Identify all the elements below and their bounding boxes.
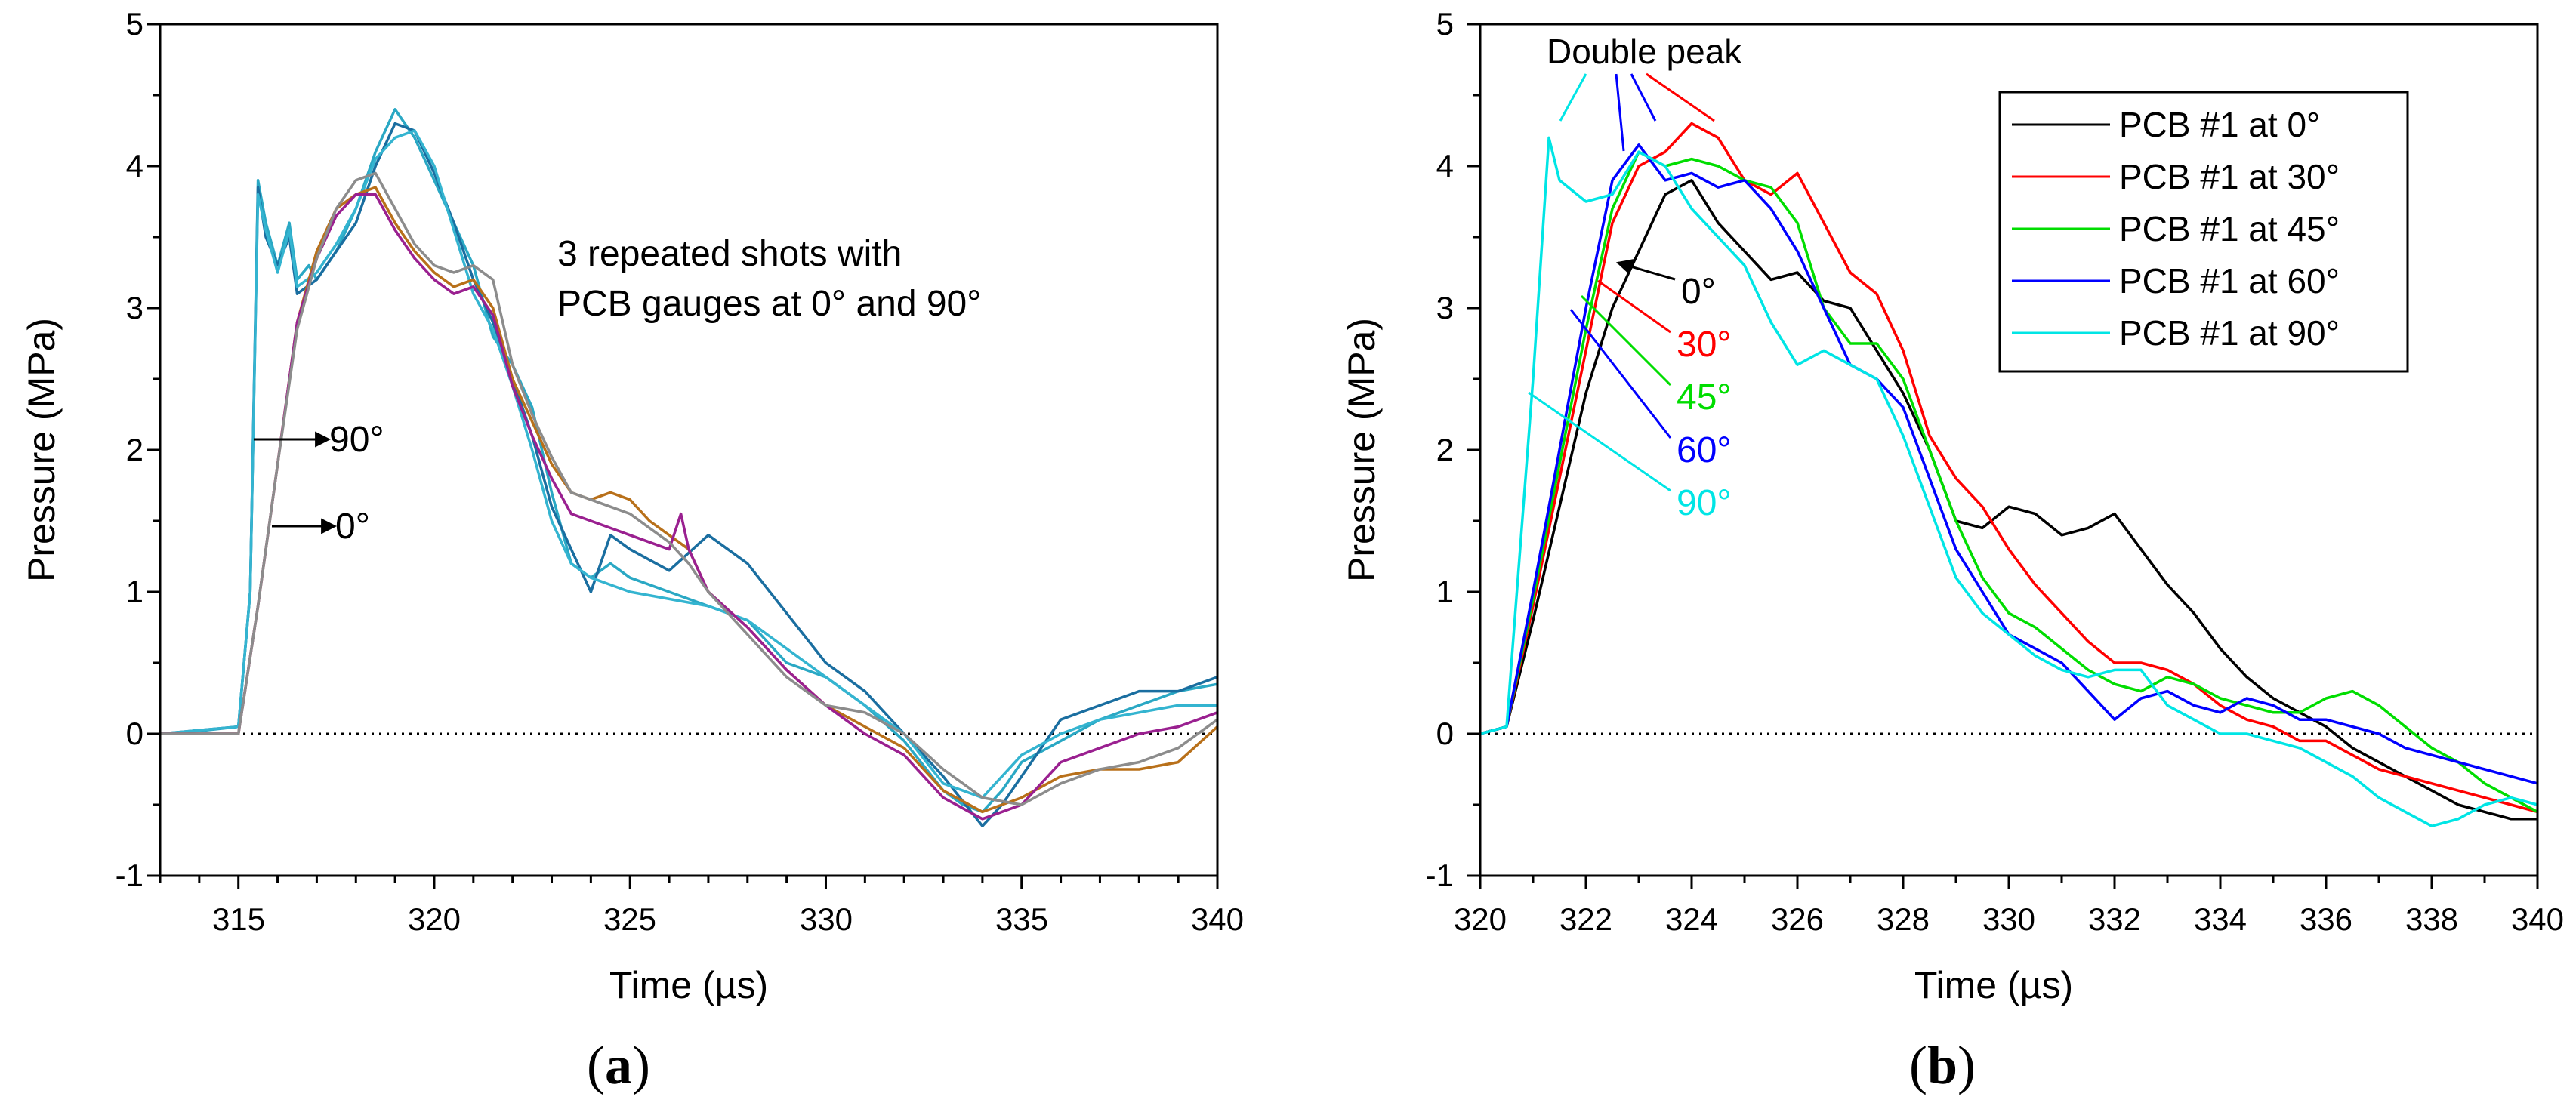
legend-label-1: PCB #1 at 30°	[2119, 157, 2340, 196]
series-line-a-2	[159, 129, 1217, 799]
panel-a-xtick-label: 320	[408, 901, 461, 937]
panel-b-double-peak-label: Double peak	[1547, 32, 1742, 71]
panel-b-series-group	[1479, 122, 2538, 827]
panel-a-ytick-label: 2	[126, 432, 143, 467]
panel-a-ytick-label: 4	[126, 148, 143, 183]
panel-b-double-peak-arrow-4	[1646, 72, 1715, 122]
panel-a-plot-frame	[159, 23, 1219, 877]
panel-b-ytick-label: 3	[1436, 290, 1454, 325]
panel-b-ytick-label: 4	[1436, 148, 1454, 183]
panel-b-pointer-45	[1580, 294, 1672, 387]
panel-b-xtick-label: 324	[1665, 901, 1718, 937]
panel-a-annotation-line-2: PCB gauges at 0° and 90°	[557, 284, 981, 324]
panel-b-xtick-label: 326	[1771, 901, 1824, 937]
panel-a-series-group	[159, 108, 1219, 827]
legend-label-3: PCB #1 at 60°	[2119, 261, 2340, 300]
series-line-b-1	[1479, 122, 2538, 814]
panel-a-ytick-label: 3	[126, 290, 143, 325]
panel-b-pointer-60	[1569, 309, 1672, 439]
panel-b-label-60: 60°	[1677, 430, 1732, 470]
series-line-b-4	[1479, 136, 2538, 827]
panel-b-xtick-label: 330	[1982, 901, 2035, 937]
legend-box	[1998, 91, 2409, 373]
panel-b-xtick-label: 340	[2511, 901, 2564, 937]
panel-b-xtick-label: 328	[1877, 901, 1930, 937]
series-line-a-1	[159, 122, 1218, 827]
panel-b-label-0: 0°	[1681, 272, 1716, 312]
panel-b-tick-marks	[1467, 23, 2539, 889]
series-line-a-4	[160, 193, 1218, 821]
panel-b-xtick-label: 320	[1454, 901, 1507, 937]
panel-a-tick-marks	[147, 23, 1219, 889]
series-line-a-5	[160, 171, 1219, 806]
panel-b-legend: PCB #1 at 0° PCB #1 at 30° PCB #1 at 45°…	[1998, 91, 2409, 373]
legend-label-2: PCB #1 at 45°	[2119, 209, 2340, 248]
panel-b-plot-frame	[1479, 23, 2539, 877]
panel-a-label-0: 0°	[335, 507, 370, 547]
panel-a-xtick-label: 315	[212, 901, 265, 937]
panel-b-pointer-90	[1528, 391, 1671, 492]
panel-b-xtick-label: 336	[2300, 901, 2352, 937]
panel-b-y-axis-title: Pressure (MPa)	[1340, 318, 1383, 582]
legend-label-4: PCB #1 at 90°	[2119, 313, 2340, 353]
panel-a-x-axis-title: Time (µs)	[609, 964, 768, 1006]
panel-a-caption-label: (a)	[587, 1035, 650, 1095]
panel-b-ytick-label: 0	[1436, 716, 1454, 751]
panel-b-label-90: 90°	[1677, 483, 1732, 523]
series-line-a-3	[160, 186, 1219, 814]
panel-b-ytick-label: 1	[1436, 574, 1454, 609]
panel-a-y-axis-title: Pressure (MPa)	[20, 318, 63, 582]
chart-panel-b: 5 4 3 2 1 0 -1 320 322 324 326 328 330 3…	[1340, 6, 2564, 1095]
panel-a-ytick-label: 1	[126, 574, 143, 609]
panel-b-pointer-0	[1615, 259, 1676, 281]
panel-b-ytick-label: -1	[1426, 858, 1454, 893]
chart-panel-a: 5 4 3 2 1 0 -1 315 320 325 330 335 340 T…	[20, 6, 1244, 1095]
panel-b-caption-label: (b)	[1909, 1035, 1976, 1095]
panel-b-ytick-label: 2	[1436, 432, 1454, 467]
panel-b-ytick-label: 5	[1436, 6, 1454, 42]
panel-b-xtick-label: 322	[1559, 901, 1612, 937]
panel-a-xtick-label: 340	[1191, 901, 1244, 937]
panel-a-xtick-label: 325	[603, 901, 656, 937]
panel-b-label-45: 45°	[1677, 377, 1732, 417]
series-line-a-0	[159, 108, 1218, 814]
legend-label-0: PCB #1 at 0°	[2119, 105, 2320, 144]
panel-b-double-peak-arrow-1	[1559, 73, 1587, 122]
panel-b-double-peak-arrow-3	[1630, 73, 1657, 122]
panel-a-xtick-label: 330	[800, 901, 853, 937]
panel-a-label-90: 90°	[329, 420, 384, 460]
panel-a-annotation-line-1: 3 repeated shots with	[557, 234, 902, 274]
panel-b-label-30: 30°	[1677, 325, 1732, 365]
panel-a-ytick-label: 0	[126, 716, 143, 751]
panel-b-double-peak-arrow-2	[1615, 73, 1625, 152]
panel-a-xtick-label: 335	[995, 901, 1048, 937]
series-line-b-0	[1479, 179, 2537, 821]
panel-a-ytick-label: 5	[126, 6, 143, 42]
panel-b-xtick-label: 334	[2194, 901, 2247, 937]
panel-b-x-axis-title: Time (µs)	[1914, 964, 2073, 1006]
panel-a-ytick-label: -1	[116, 858, 143, 893]
panel-b-xtick-label: 332	[2088, 901, 2141, 937]
panel-b-pointer-30	[1597, 279, 1671, 334]
panel-b-xtick-label: 338	[2405, 901, 2458, 937]
